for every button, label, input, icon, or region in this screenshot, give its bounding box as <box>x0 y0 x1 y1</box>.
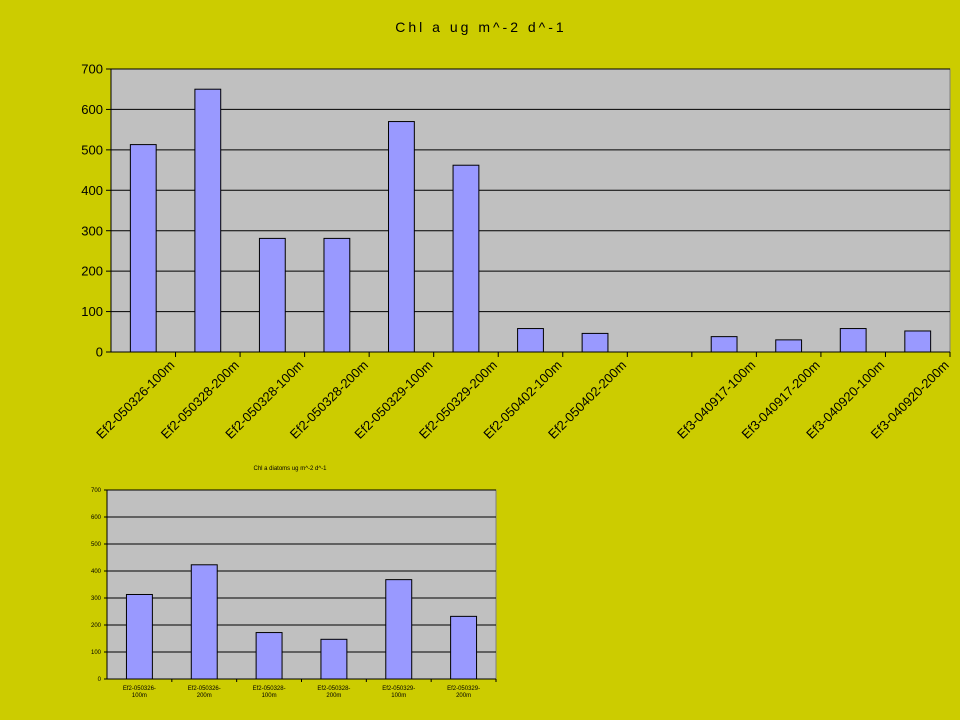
bar <box>190 564 218 680</box>
bar <box>839 328 867 353</box>
main-chart: Chl a ug m^-2 d^-1 0 100 200 300 400 500 600 70… <box>81 19 952 442</box>
bar <box>323 237 351 353</box>
y-tick-label: 700 <box>91 488 102 494</box>
bar <box>904 330 932 353</box>
bar <box>581 332 609 353</box>
x-category-label: 100m <box>262 693 277 699</box>
bar <box>775 339 803 353</box>
x-category-label: Ef2-050329- <box>382 686 415 692</box>
y-tick-label: 300 <box>91 596 102 602</box>
x-category-label: 200m <box>326 693 341 699</box>
bar <box>452 164 480 353</box>
bar <box>320 638 348 680</box>
main-bars <box>129 88 932 353</box>
main-gridlines <box>111 68 950 313</box>
small-chart-title: Chl a diatoms ug m^-2 d^-1 <box>254 466 328 472</box>
y-tick-label: 400 <box>81 183 103 198</box>
bar <box>710 336 738 353</box>
x-category-label: 100m <box>132 693 147 699</box>
y-tick-label: 200 <box>81 264 103 279</box>
bar <box>258 237 286 353</box>
bar <box>517 328 544 353</box>
main-y-axis-ticks: 0 100 200 300 400 500 600 700 <box>81 62 112 360</box>
x-category-label: 100m <box>391 693 406 699</box>
x-category-label: Ef2-050329- <box>447 686 480 692</box>
y-tick-label: 500 <box>91 542 102 548</box>
y-tick-label: 600 <box>91 515 102 521</box>
bar <box>125 593 153 680</box>
y-tick-label: 700 <box>81 62 103 77</box>
bar <box>385 579 413 680</box>
small-bars <box>125 564 478 680</box>
x-category-label: Ef2-050326- <box>188 686 221 692</box>
x-category-label: 200m <box>197 693 212 699</box>
small-x-axis-labels: Ef2-050326-100mEf2-050326-200mEf2-050328… <box>107 678 497 699</box>
y-tick-label: 400 <box>91 569 102 575</box>
y-tick-label: 0 <box>96 345 103 360</box>
bar <box>129 144 157 353</box>
bar <box>450 615 478 680</box>
main-x-axis-labels: Ef2-050326-100mEf2-050328-200mEf2-050328… <box>93 351 952 442</box>
main-plot-area <box>110 68 951 353</box>
bar <box>388 121 415 353</box>
y-tick-label: 300 <box>81 223 103 238</box>
y-tick-label: 100 <box>91 650 102 656</box>
y-tick-label: 100 <box>81 304 103 319</box>
bar <box>255 632 283 680</box>
bar <box>194 88 222 353</box>
x-category-label: Ef2-050328- <box>253 686 286 692</box>
small-y-axis-ticks: 0 100 200 300 400 500 600 700 <box>91 488 108 683</box>
y-tick-label: 200 <box>91 623 102 629</box>
x-category-label: Ef2-050328- <box>317 686 350 692</box>
x-category-label: Ef2-050326- <box>123 686 156 692</box>
main-chart-title: Chl a ug m^-2 d^-1 <box>395 19 566 35</box>
small-gridlines <box>107 489 496 653</box>
y-tick-label: 0 <box>98 677 102 683</box>
y-tick-label: 600 <box>81 102 103 117</box>
y-tick-label: 500 <box>81 142 103 157</box>
x-category-label: 200m <box>456 693 471 699</box>
small-plot-area <box>106 489 497 680</box>
